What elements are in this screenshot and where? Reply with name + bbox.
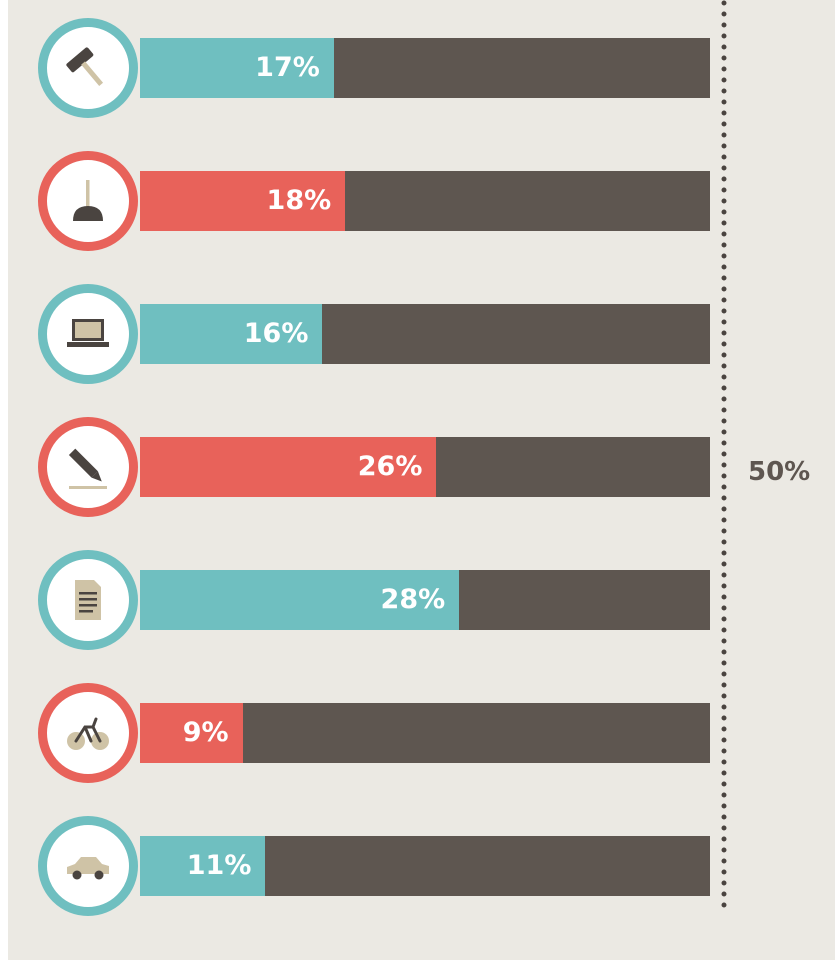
bar-value-label: 28% [380,584,446,615]
icon-badge [38,151,138,251]
bar-fill [140,171,346,231]
pencil-icon [68,448,107,489]
icon-badge [38,550,138,650]
laptop-icon [67,319,109,347]
bar-value-label: 16% [243,318,309,349]
bar-value-label: 17% [255,52,320,83]
icon-badge [38,18,138,118]
icon-badge [38,816,138,916]
document-icon [75,580,101,620]
bar-fill [140,38,334,98]
bar-fill [140,304,323,364]
icon-badge [38,683,138,783]
hammer-icon [66,47,104,87]
car-icon [67,857,109,880]
plunger-icon [73,180,103,221]
bar-fill [140,836,266,896]
bar-value-label: 26% [357,451,423,482]
bicycle-icon [67,717,109,750]
bar-fill [140,703,243,763]
reference-line-50 [721,0,727,915]
bar-fill [140,437,437,497]
reference-line-label: 50% [748,457,811,487]
icon-badge [38,417,138,517]
bar-fill [140,570,460,630]
bar-value-label: 18% [266,185,332,216]
icon-badge [38,284,138,384]
bar-value-label: 11% [186,850,252,881]
bar-value-label: 9% [182,717,229,748]
